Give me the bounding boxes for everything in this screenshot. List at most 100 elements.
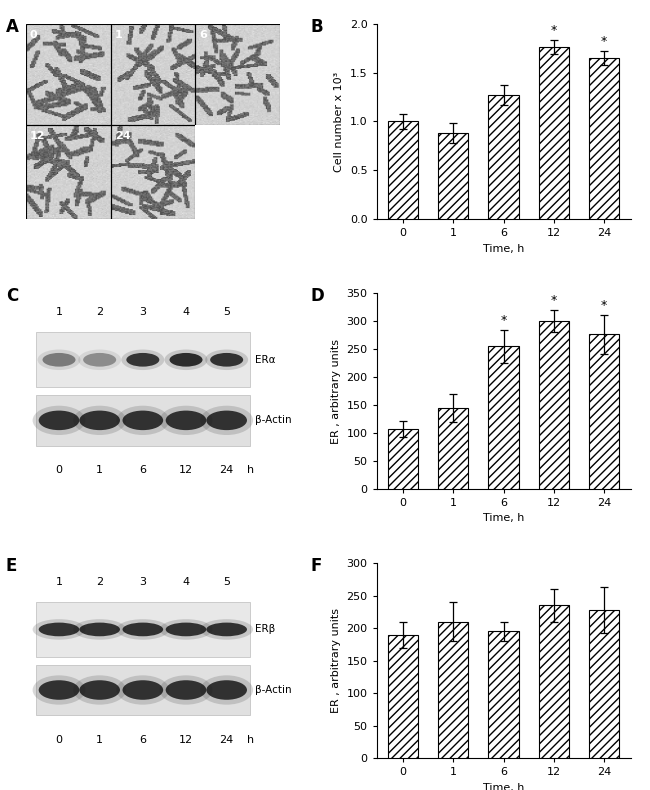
Ellipse shape (210, 353, 243, 367)
X-axis label: Time, h: Time, h (483, 243, 524, 254)
Text: h: h (247, 465, 254, 475)
Bar (196, 24, 280, 126)
Text: β-Actin: β-Actin (255, 685, 291, 695)
Text: 24: 24 (220, 735, 234, 745)
Bar (388, 634, 418, 758)
Bar (388, 122, 418, 219)
Text: 1: 1 (55, 577, 62, 587)
Ellipse shape (166, 411, 206, 430)
Bar (488, 95, 519, 219)
Ellipse shape (122, 349, 164, 370)
Bar (36, 664, 250, 716)
Ellipse shape (200, 619, 253, 640)
Bar (438, 408, 469, 489)
Ellipse shape (206, 623, 247, 636)
Text: 12: 12 (179, 735, 193, 745)
Text: h: h (247, 735, 254, 745)
Bar (488, 631, 519, 758)
Text: *: * (601, 35, 607, 48)
Ellipse shape (160, 619, 213, 640)
Text: 0: 0 (30, 29, 38, 40)
Text: C: C (6, 288, 18, 306)
Bar (111, 24, 196, 126)
Text: 1: 1 (96, 735, 103, 745)
Ellipse shape (32, 619, 85, 640)
Text: 1: 1 (114, 29, 122, 40)
Text: F: F (311, 557, 322, 575)
X-axis label: Time, h: Time, h (483, 514, 524, 523)
Ellipse shape (126, 353, 159, 367)
Text: *: * (500, 314, 506, 327)
Bar (539, 322, 569, 489)
Ellipse shape (73, 406, 126, 435)
Ellipse shape (164, 349, 207, 370)
Text: 6: 6 (199, 29, 207, 40)
Text: 6: 6 (139, 465, 146, 475)
Ellipse shape (42, 353, 75, 367)
Bar (26, 126, 110, 219)
Ellipse shape (32, 406, 85, 435)
Text: 3: 3 (139, 577, 146, 587)
Bar (589, 610, 619, 758)
Ellipse shape (166, 680, 206, 700)
X-axis label: Time, h: Time, h (483, 783, 524, 790)
Ellipse shape (32, 675, 85, 705)
Text: β-Actin: β-Actin (255, 416, 291, 425)
Text: 12: 12 (179, 465, 193, 475)
Text: 4: 4 (183, 577, 190, 587)
Bar (26, 24, 110, 126)
Bar (539, 47, 569, 219)
Ellipse shape (39, 680, 79, 700)
Ellipse shape (116, 406, 169, 435)
Text: E: E (6, 557, 17, 575)
Bar (438, 622, 469, 758)
Ellipse shape (166, 623, 206, 636)
Text: 2: 2 (96, 577, 103, 587)
Y-axis label: ER , arbitrary units: ER , arbitrary units (331, 339, 341, 443)
Ellipse shape (79, 680, 120, 700)
Text: 1: 1 (55, 307, 62, 317)
Ellipse shape (160, 406, 213, 435)
Bar (196, 126, 280, 219)
Bar (36, 395, 250, 446)
Bar (388, 429, 418, 489)
Bar (589, 334, 619, 489)
Bar (438, 134, 469, 219)
Ellipse shape (122, 411, 163, 430)
Text: 5: 5 (223, 307, 230, 317)
Text: 6: 6 (139, 735, 146, 745)
Ellipse shape (200, 675, 253, 705)
Text: 2: 2 (96, 307, 103, 317)
Text: 24: 24 (114, 131, 130, 141)
Text: 3: 3 (139, 307, 146, 317)
Text: *: * (551, 24, 557, 37)
Text: 0: 0 (55, 735, 62, 745)
Text: D: D (311, 288, 324, 306)
Text: *: * (551, 294, 557, 307)
Ellipse shape (160, 675, 213, 705)
Bar (111, 126, 196, 219)
Text: 1: 1 (96, 465, 103, 475)
Text: 4: 4 (183, 307, 190, 317)
Bar (589, 58, 619, 219)
Text: *: * (601, 299, 607, 311)
Text: ERα: ERα (255, 355, 275, 365)
Ellipse shape (83, 353, 116, 367)
Bar (539, 605, 569, 758)
Text: 24: 24 (220, 465, 234, 475)
Ellipse shape (73, 675, 126, 705)
Y-axis label: Cell number x 10³: Cell number x 10³ (334, 71, 345, 171)
Ellipse shape (38, 349, 81, 370)
Ellipse shape (78, 349, 121, 370)
Ellipse shape (200, 406, 253, 435)
Ellipse shape (39, 411, 79, 430)
Ellipse shape (206, 411, 247, 430)
Ellipse shape (206, 680, 247, 700)
Text: 5: 5 (223, 577, 230, 587)
Bar (36, 602, 250, 656)
Text: 0: 0 (55, 465, 62, 475)
Text: 12: 12 (30, 131, 46, 141)
Bar (488, 346, 519, 489)
Ellipse shape (39, 623, 79, 636)
Text: A: A (6, 18, 19, 36)
